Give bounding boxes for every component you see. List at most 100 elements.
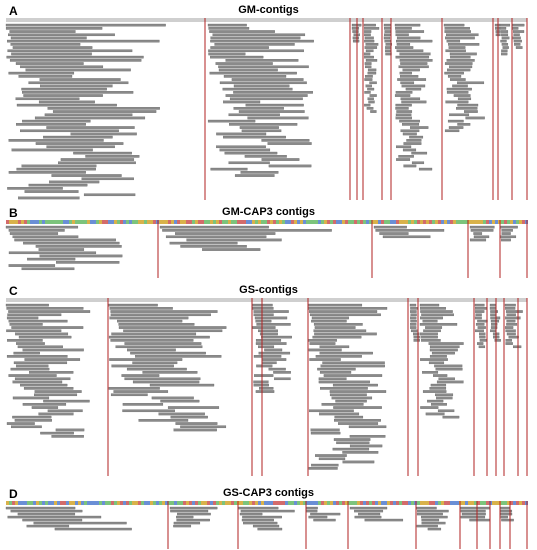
panel-c: C GS-contigs (0, 282, 537, 478)
read-bar (234, 174, 275, 177)
sequence-base-cell (342, 501, 345, 505)
sequence-base-cell (33, 501, 36, 505)
read-bar (6, 307, 84, 310)
read-bar (5, 303, 49, 307)
read-bar (401, 84, 426, 88)
sequence-base-cell (354, 501, 357, 505)
read-bar (333, 406, 382, 409)
read-bar (26, 524, 70, 528)
read-bar (444, 71, 464, 75)
read-bar (56, 261, 120, 264)
read-bar (446, 87, 472, 91)
sequence-base-cell (258, 501, 261, 505)
read-bar (500, 235, 517, 239)
sequence-base-cell (162, 220, 165, 224)
sequence-base-cell (468, 501, 471, 505)
read-bar (396, 145, 412, 149)
read-bar (169, 241, 238, 245)
read-bar (261, 335, 292, 339)
read-bar (160, 399, 200, 403)
sequence-base-cell (207, 501, 210, 505)
sequence-base-cell (273, 220, 276, 224)
read-bar (313, 329, 367, 333)
sequence-base-cell (33, 220, 36, 224)
read-bar (151, 396, 194, 400)
sequence-base-cell (297, 220, 300, 224)
read-bar (43, 399, 90, 403)
read-bar (428, 342, 464, 345)
read-bar (474, 316, 482, 320)
read-bar (44, 113, 133, 117)
read-bar (247, 116, 309, 120)
sequence-base-cell (447, 501, 450, 505)
read-bar (318, 380, 370, 384)
read-bar (35, 142, 124, 145)
read-bar (109, 358, 183, 361)
sequence-base-cell (174, 220, 177, 224)
sequence-base-cell (246, 501, 249, 505)
sequence-base-cell (489, 220, 492, 224)
read-bar (428, 361, 445, 365)
sequence-base-cell (15, 501, 18, 505)
read-bar (310, 512, 341, 516)
sequence-base-cell (495, 220, 498, 224)
read-bar (240, 171, 279, 174)
read-bar (512, 27, 519, 30)
read-bar (113, 390, 169, 393)
panel-title: GM-contigs (238, 4, 299, 16)
read-bar (431, 403, 447, 406)
read-bar (142, 371, 198, 374)
sequence-base-cell (120, 501, 123, 505)
read-bar (10, 43, 81, 46)
read-bar (255, 319, 272, 323)
read-bar (479, 332, 486, 336)
read-bar (320, 364, 385, 368)
sequence-base-cell (126, 220, 129, 224)
sequence-base-cell (204, 220, 207, 224)
read-bar (8, 139, 104, 142)
sequence-base-cell (36, 501, 39, 505)
sequence-base-cell (450, 220, 453, 224)
read-bar (258, 345, 275, 349)
read-bar (261, 139, 310, 142)
panel-b: B GM-CAP3 contigs (0, 204, 537, 280)
read-bar (459, 506, 491, 510)
sequence-base-cell (522, 220, 525, 224)
read-bar (240, 509, 295, 513)
sequence-base-cell (264, 220, 267, 224)
read-bar (110, 313, 211, 317)
sequence-base-cell (30, 501, 33, 505)
read-bar (208, 49, 304, 53)
sequence-base-cell (426, 501, 429, 505)
sequence-base-cell (189, 501, 192, 505)
read-bar (475, 307, 487, 310)
sequence-base-cell (18, 501, 21, 505)
sequence-base-cell (261, 501, 264, 505)
sequence-base-cell (246, 220, 249, 224)
sequence-base-cell (261, 220, 264, 224)
read-bar (110, 339, 194, 342)
read-bar (363, 52, 371, 56)
sequence-base-cell (438, 220, 441, 224)
sequence-base-cell (54, 220, 57, 224)
read-bar (12, 46, 93, 49)
read-bar (445, 100, 469, 104)
read-bar (364, 103, 371, 107)
read-bar (445, 36, 475, 40)
read-bar (318, 457, 346, 461)
sequence-base-cell (486, 220, 489, 224)
panel-letter: C (9, 284, 18, 298)
read-bar (490, 329, 497, 333)
read-bar (402, 148, 417, 152)
sequence-base-cell (333, 220, 336, 224)
read-bar (10, 36, 87, 40)
sequence-base-cell (12, 220, 15, 224)
sequence-base-cell (363, 501, 366, 505)
read-bar (257, 527, 283, 531)
read-bar (149, 383, 215, 387)
panel-letter: D (9, 487, 18, 501)
read-bar (24, 358, 81, 361)
sequence-base-cell (132, 220, 135, 224)
read-bar (12, 396, 50, 400)
read-bar (417, 509, 449, 513)
